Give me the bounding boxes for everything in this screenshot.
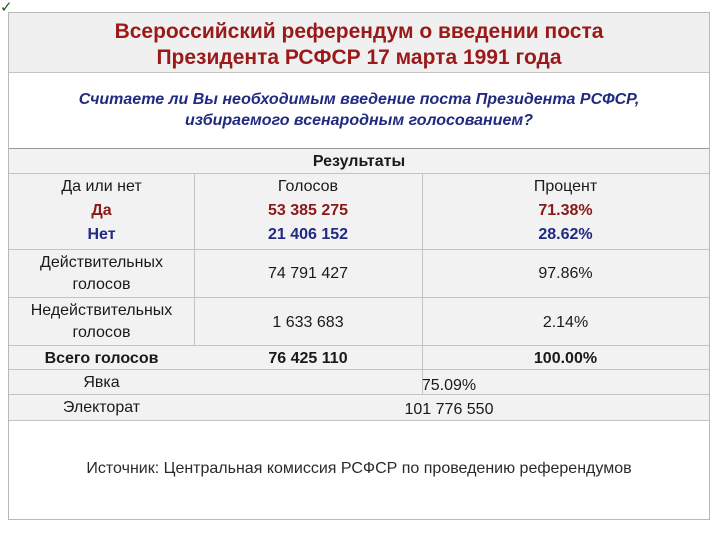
turnout-label: Явка: [83, 374, 120, 391]
row-invalid-label-line-2: голосов: [72, 324, 131, 341]
column-divider-2: [422, 173, 423, 394]
question-line-2: избираемого всенародным голосованием?: [184, 112, 533, 129]
row-invalid-label: Недействительных голосов: [9, 300, 194, 344]
results-table: Результаты Да или нет Голосов Процент Да…: [9, 148, 709, 421]
row-invalid-votes: 1 633 683: [272, 314, 344, 331]
header-divider: [9, 173, 709, 174]
row-no-percent: 28.62%: [538, 226, 593, 243]
column-header-answer: Да или нет: [61, 178, 142, 195]
row-total-percent: 100.00%: [533, 350, 598, 367]
column-divider-1: [194, 173, 195, 345]
row-total-label: Всего голосов: [44, 350, 159, 367]
row-divider-1: [9, 249, 709, 250]
row-invalid-label-line-1: Недействительных: [30, 302, 173, 319]
row-invalid-percent: 2.14%: [542, 314, 589, 331]
row-divider-5: [9, 394, 709, 395]
row-divider-3: [9, 345, 709, 346]
row-valid-label-line-2: голосов: [72, 276, 131, 293]
electorate-value: 101 776 550: [404, 401, 494, 418]
row-valid-percent: 97.86%: [538, 265, 593, 282]
page-title: Всероссийский референдум о введении пост…: [9, 13, 709, 73]
row-total-votes: 76 425 110: [268, 350, 348, 367]
row-valid-label: Действительных голосов: [9, 252, 194, 296]
row-yes-percent: 71.38%: [538, 202, 593, 219]
row-no-votes: 21 406 152: [267, 226, 349, 243]
row-yes-label: Да: [91, 202, 112, 219]
question-line-1: Считаете ли Вы необходимым введение пост…: [78, 91, 640, 108]
results-header: Результаты: [312, 153, 406, 170]
column-header-votes: Голосов: [277, 178, 339, 195]
row-divider-2: [9, 297, 709, 298]
electorate-label: Электорат: [62, 399, 141, 416]
title-line-1: Всероссийский референдум о введении пост…: [114, 20, 604, 43]
referendum-question: Считаете ли Вы необходимым введение пост…: [9, 73, 709, 147]
row-valid-label-line-1: Действительных: [40, 254, 163, 271]
turnout-value: 75.09%: [421, 377, 477, 394]
source-note: Источник: Центральная комиссия РСФСР по …: [86, 460, 632, 477]
slide-frame: [8, 12, 710, 520]
title-line-2: Президента РСФСР 17 марта 1991 года: [156, 46, 562, 69]
row-no-label: Нет: [87, 226, 116, 243]
row-valid-votes: 74 791 427: [267, 265, 349, 282]
row-yes-votes: 53 385 275: [267, 202, 349, 219]
column-header-percent: Процент: [533, 178, 598, 195]
row-divider-4: [9, 369, 709, 370]
